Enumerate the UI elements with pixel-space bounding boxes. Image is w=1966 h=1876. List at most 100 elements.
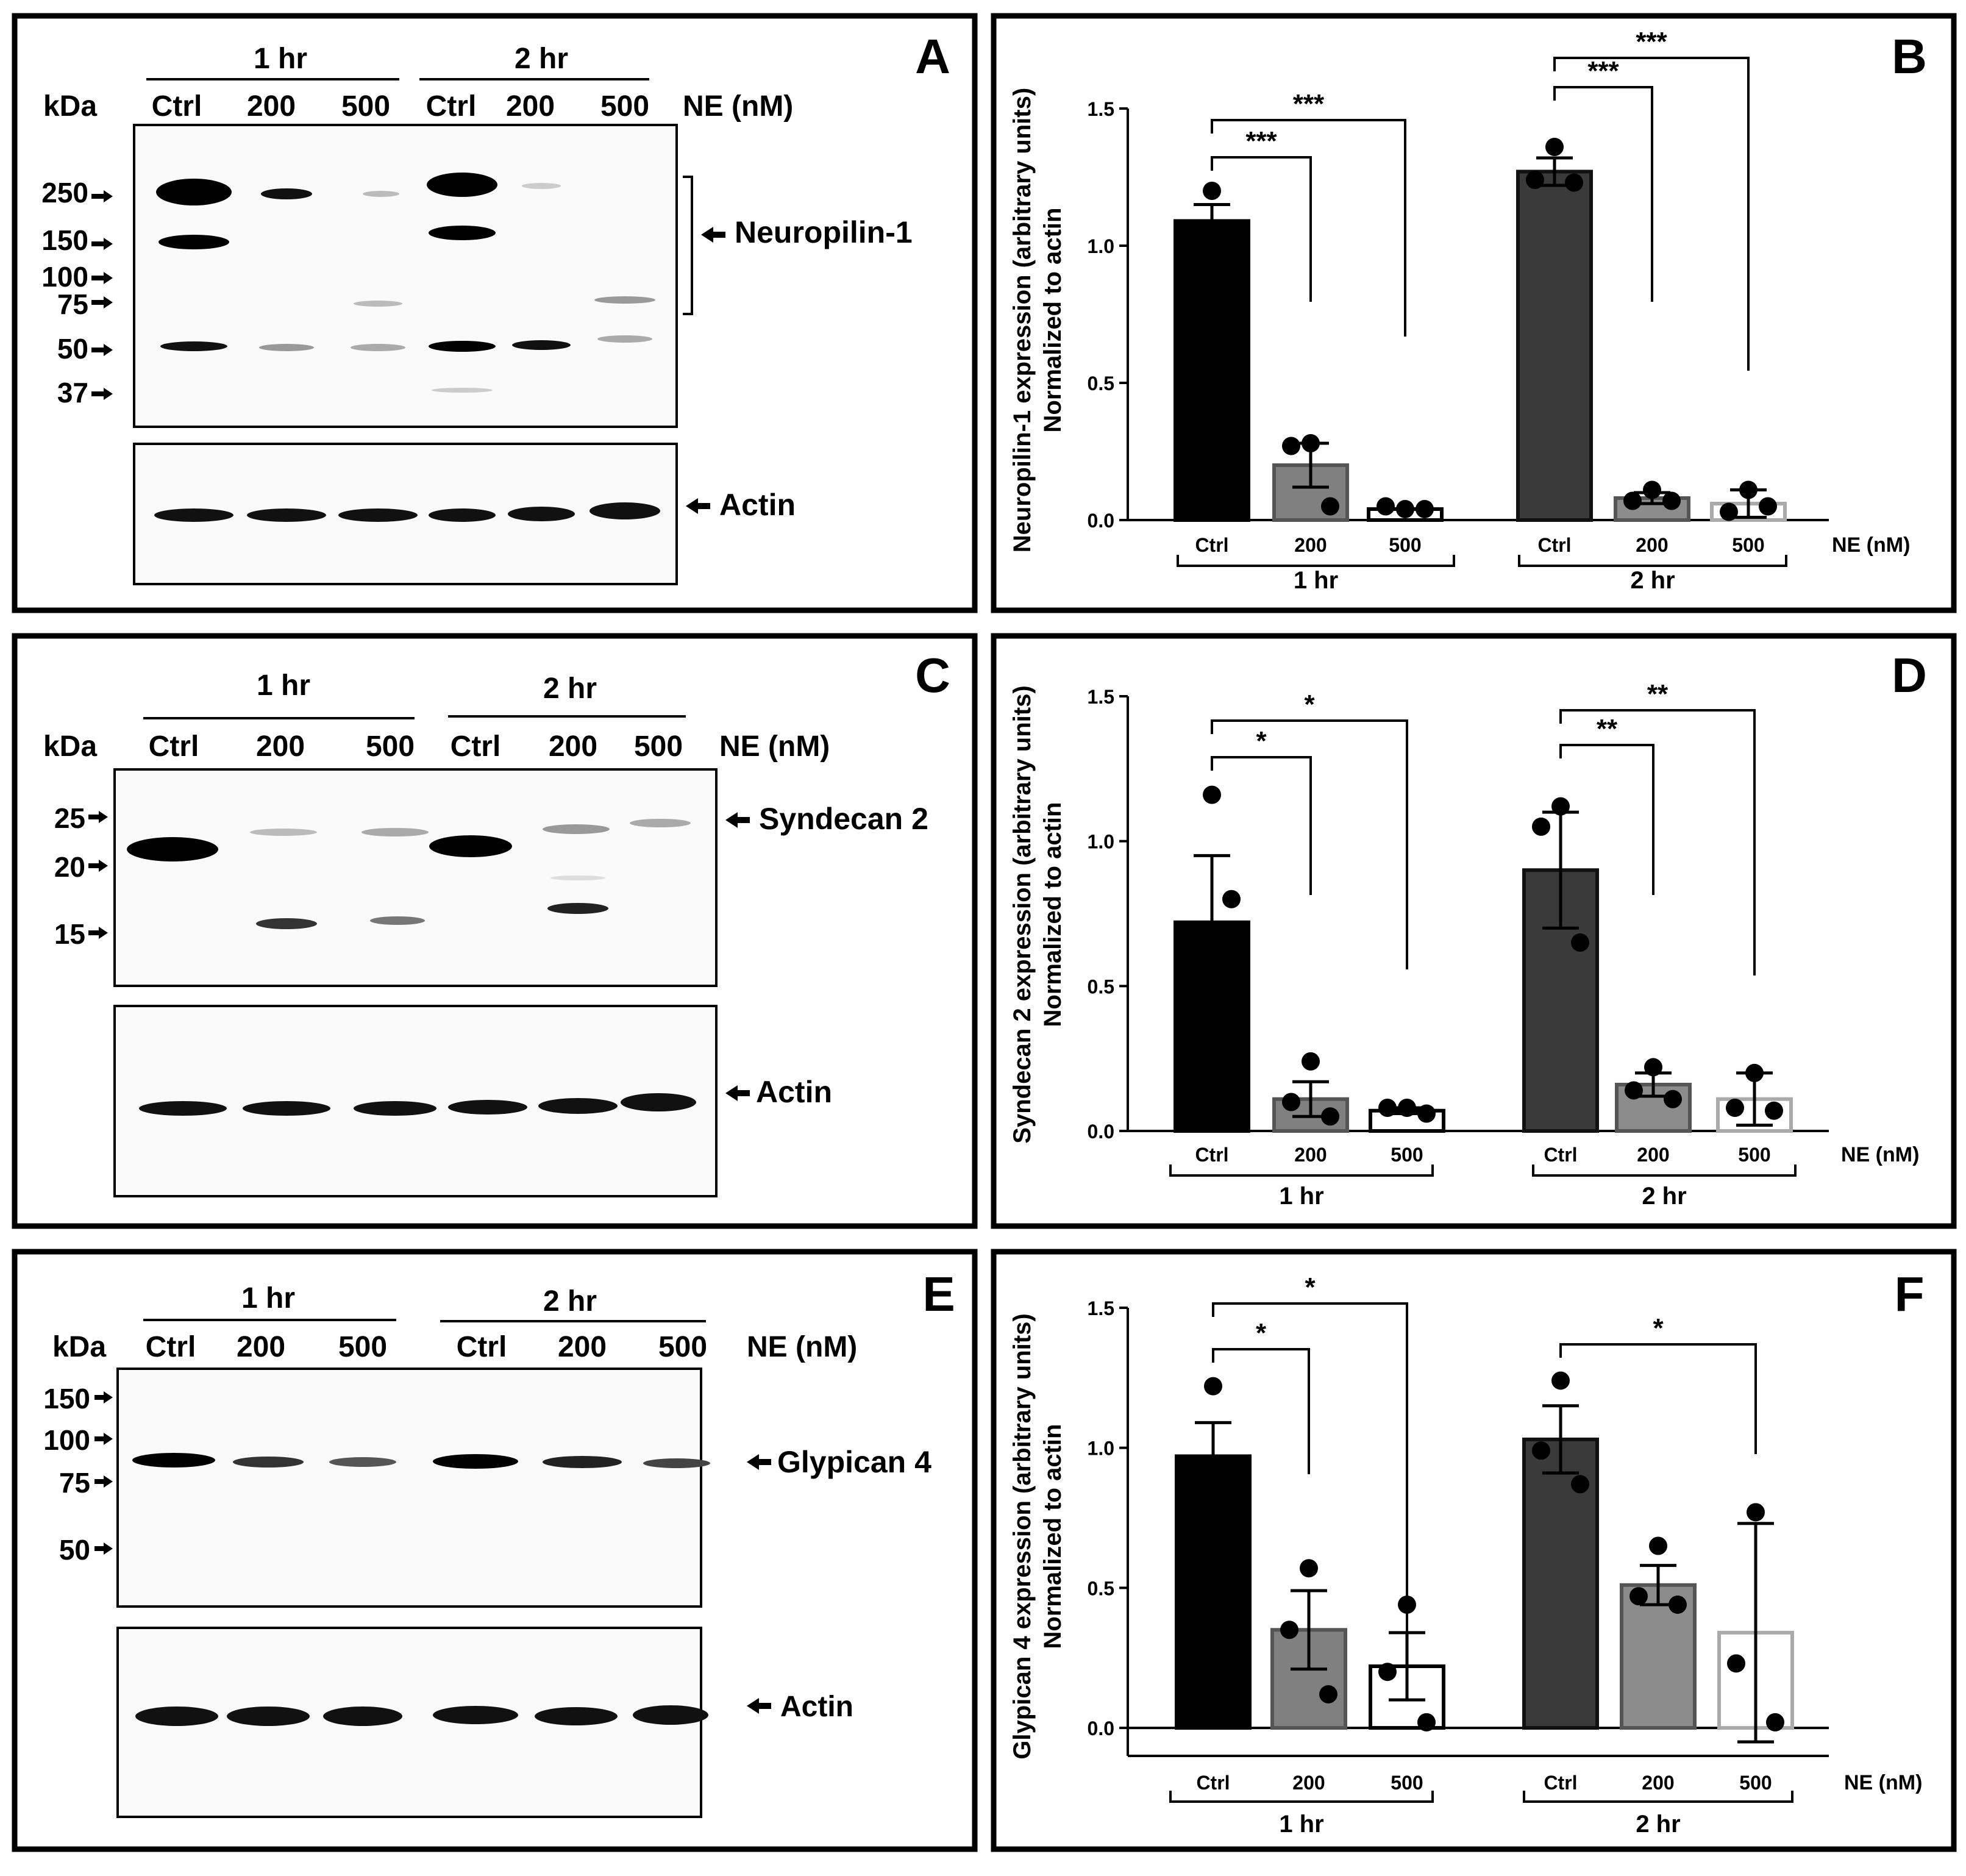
band bbox=[522, 183, 561, 189]
x-tick-label: Ctrl bbox=[1544, 1144, 1577, 1166]
arrow-icon bbox=[725, 812, 750, 828]
arrow-icon bbox=[747, 1454, 771, 1470]
data-point bbox=[1664, 1090, 1682, 1108]
y-axis-label: Normalized to actin bbox=[1039, 802, 1066, 1027]
x-tick-label: Ctrl bbox=[1544, 1772, 1577, 1794]
band bbox=[370, 916, 425, 925]
marker-arrows bbox=[91, 190, 113, 400]
band bbox=[550, 876, 605, 880]
data-point bbox=[1571, 933, 1589, 952]
x-tick-label: 500 bbox=[1732, 534, 1764, 556]
band bbox=[432, 388, 493, 393]
band bbox=[594, 296, 655, 304]
data-point bbox=[1204, 1377, 1222, 1396]
data-point bbox=[1184, 1472, 1203, 1491]
blot-a-marker-250: 250 bbox=[41, 177, 88, 209]
arrow-icon bbox=[725, 1085, 750, 1101]
group-label: 2 hr bbox=[1636, 1811, 1680, 1838]
significance-label: *** bbox=[1587, 56, 1619, 86]
chart-d: 0.0 0.5 1.0 1.5 Syndecan 2 expression (arbit… bbox=[1009, 679, 1919, 1210]
significance-label: * bbox=[1256, 726, 1267, 756]
data-point bbox=[1669, 1595, 1687, 1614]
bar bbox=[1175, 1454, 1252, 1730]
blot-a-bracket bbox=[683, 176, 693, 315]
band bbox=[429, 835, 512, 857]
significance-label: * bbox=[1305, 1272, 1316, 1302]
group-label: 1 hr bbox=[1279, 1811, 1323, 1838]
panel-e-frame bbox=[12, 1249, 978, 1852]
y-tick-label: 1.5 bbox=[1088, 98, 1114, 120]
band bbox=[233, 1457, 304, 1468]
bar bbox=[1174, 219, 1250, 522]
marker-arrows bbox=[94, 1391, 113, 1555]
data-point bbox=[1526, 171, 1544, 189]
panel-c-frame bbox=[12, 633, 978, 1229]
band bbox=[259, 344, 314, 351]
arrow-icon bbox=[686, 498, 710, 514]
panel-letter-a: A bbox=[915, 29, 950, 84]
blot-c-time-2: 2 hr bbox=[543, 672, 597, 705]
blot-e-kda: kDa bbox=[52, 1331, 106, 1363]
group-bracket bbox=[1532, 1164, 1797, 1177]
x-tick-label: 500 bbox=[1739, 1772, 1772, 1794]
blot-e-treatment: NE (nM) bbox=[747, 1331, 857, 1363]
data-point bbox=[1625, 1081, 1643, 1100]
band bbox=[643, 1458, 710, 1468]
x-tick-label: 200 bbox=[1292, 1772, 1325, 1794]
significance-label: ** bbox=[1597, 714, 1618, 744]
blot-e-marker-150: 150 bbox=[43, 1383, 90, 1414]
data-point bbox=[1726, 1098, 1744, 1117]
blot-e-marker-75: 75 bbox=[59, 1467, 90, 1499]
group-label: 2 hr bbox=[1642, 1183, 1686, 1210]
blot-a-marker-75: 75 bbox=[57, 288, 88, 320]
blot-a-lane-5: 200 bbox=[506, 90, 555, 123]
treatment-label: NE (nM) bbox=[1841, 1143, 1919, 1166]
y-tick-label: 1.0 bbox=[1088, 831, 1114, 853]
significance-bracket bbox=[1559, 1343, 1757, 1454]
blot-a-time-2: 2 hr bbox=[515, 43, 568, 75]
y-axis-label: Syndecan 2 expression (arbitrary units) bbox=[1009, 685, 1036, 1143]
band bbox=[433, 1454, 518, 1469]
blot-e-lane-4: Ctrl bbox=[457, 1331, 507, 1363]
band bbox=[329, 1457, 396, 1467]
band bbox=[597, 335, 652, 343]
band bbox=[261, 188, 312, 199]
blot-a-marker-100: 100 bbox=[41, 261, 88, 293]
band bbox=[543, 1456, 622, 1468]
arrow-icon bbox=[747, 1698, 771, 1714]
blot-c-lane-3: 500 bbox=[366, 730, 415, 763]
band bbox=[512, 340, 571, 350]
data-point bbox=[1223, 1483, 1242, 1502]
significance-bracket bbox=[1553, 57, 1750, 371]
blot-a-membrane bbox=[133, 124, 678, 428]
data-point bbox=[1727, 1654, 1745, 1673]
significance-bracket bbox=[1212, 1348, 1310, 1474]
x-tick-label: 500 bbox=[1738, 1144, 1770, 1166]
blot-e-marker-50: 50 bbox=[59, 1534, 90, 1566]
group-label: 1 hr bbox=[1294, 567, 1338, 594]
blot-a-marker-50: 50 bbox=[57, 333, 88, 365]
data-point bbox=[1551, 797, 1570, 816]
blot-e-lane-6: 500 bbox=[658, 1331, 707, 1363]
panel-letter-c: C bbox=[915, 648, 950, 702]
band bbox=[630, 819, 691, 827]
y-axis-label: Glypican 4 expression (arbitrary units) bbox=[1009, 1313, 1036, 1759]
significance-bracket bbox=[1553, 86, 1653, 302]
data-point bbox=[1203, 182, 1221, 200]
blot-a-lane-2: 200 bbox=[247, 90, 296, 123]
band bbox=[351, 344, 405, 351]
data-point bbox=[1765, 1101, 1783, 1120]
significance-bracket bbox=[1559, 709, 1756, 975]
y-axis-label: Normalized to actin bbox=[1039, 1424, 1066, 1649]
panel-f-frame bbox=[991, 1249, 1957, 1852]
data-point bbox=[1532, 817, 1550, 836]
band bbox=[156, 179, 232, 205]
blot-c-lane-2: 200 bbox=[256, 730, 305, 763]
arrow-icon bbox=[701, 227, 725, 243]
significance-label: *** bbox=[1245, 126, 1277, 156]
band bbox=[158, 235, 229, 249]
band bbox=[429, 341, 496, 352]
data-point bbox=[1649, 1536, 1667, 1555]
data-point bbox=[1282, 437, 1300, 455]
